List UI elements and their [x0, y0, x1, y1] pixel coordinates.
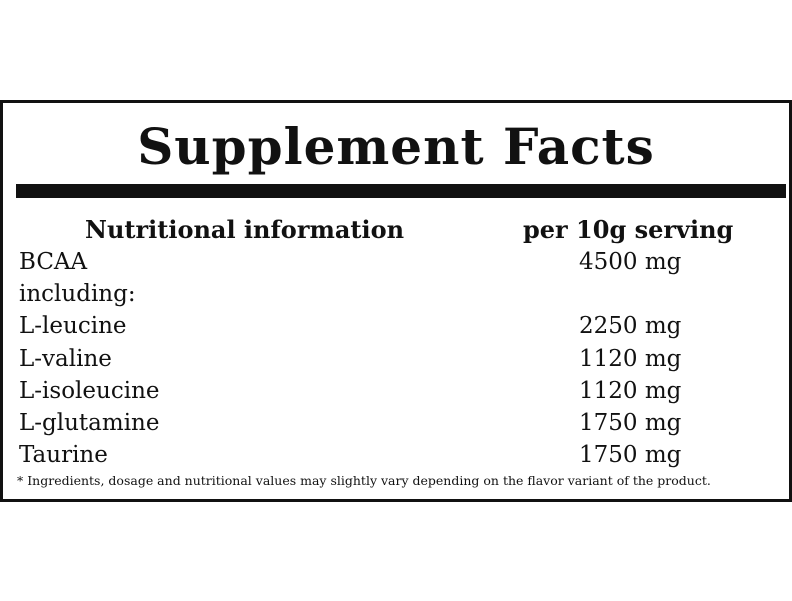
- nutrient-name: including:: [19, 281, 136, 308]
- divider-bar: [16, 184, 786, 198]
- nutrient-amount: 1750 mg: [579, 410, 682, 436]
- nutrient-name: L-glutamine: [19, 410, 160, 436]
- nutrient-amount: 1120 mg: [579, 345, 682, 372]
- nutrient-name: BCAA: [19, 249, 88, 275]
- nutrient-amount: 2250 mg: [579, 313, 682, 340]
- nutrient-name: L-valine: [19, 345, 112, 372]
- nutrient-amount: 1750 mg: [579, 442, 682, 469]
- column-header: Nutritional information: [85, 215, 405, 244]
- nutrient-amount: 4500 mg: [579, 249, 682, 275]
- nutrient-amount: 1120 mg: [579, 377, 682, 404]
- facts-panel: Supplement Facts Nutritional information…: [0, 100, 792, 502]
- title: Supplement Facts: [137, 117, 655, 176]
- nutrient-name: L-leucine: [19, 313, 127, 340]
- column-header: per 10g serving: [523, 215, 734, 244]
- footnote: * Ingredients, dosage and nutritional va…: [17, 473, 711, 488]
- nutrient-name: L-isoleucine: [19, 377, 160, 404]
- nutrient-name: Taurine: [19, 442, 108, 469]
